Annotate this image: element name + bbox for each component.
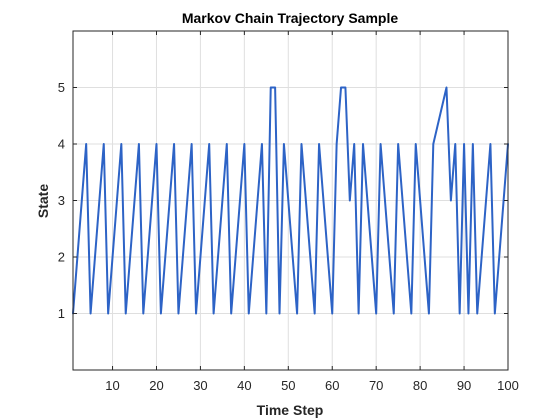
x-tick-label: 40: [237, 378, 251, 393]
x-tick-label: 30: [193, 378, 207, 393]
x-tick-label: 10: [105, 378, 119, 393]
x-tick-label: 20: [149, 378, 163, 393]
y-tick-label: 1: [58, 306, 65, 321]
state-trajectory-line: [72, 86, 509, 315]
tick-marks: [73, 31, 509, 370]
x-tick-label: 90: [457, 378, 471, 393]
x-tick-label: 100: [497, 378, 519, 393]
y-tick-label: 5: [58, 80, 65, 95]
x-tick-label: 80: [413, 378, 427, 393]
y-tick-labels: 1 2 3 4 5: [58, 80, 65, 321]
x-tick-label: 50: [281, 378, 295, 393]
y-tick-label: 3: [58, 193, 65, 208]
x-tick-label: 60: [325, 378, 339, 393]
y-tick-label: 4: [58, 137, 65, 152]
x-axis-label: Time Step: [257, 402, 324, 418]
x-tick-label: 70: [369, 378, 383, 393]
y-tick-label: 2: [58, 250, 65, 265]
x-tick-labels: 10 20 30 40 50 60 70 80 90 100: [105, 378, 519, 393]
chart-title: Markov Chain Trajectory Sample: [182, 10, 399, 26]
y-axis-label: State: [35, 184, 51, 218]
series-layer: [72, 86, 509, 315]
